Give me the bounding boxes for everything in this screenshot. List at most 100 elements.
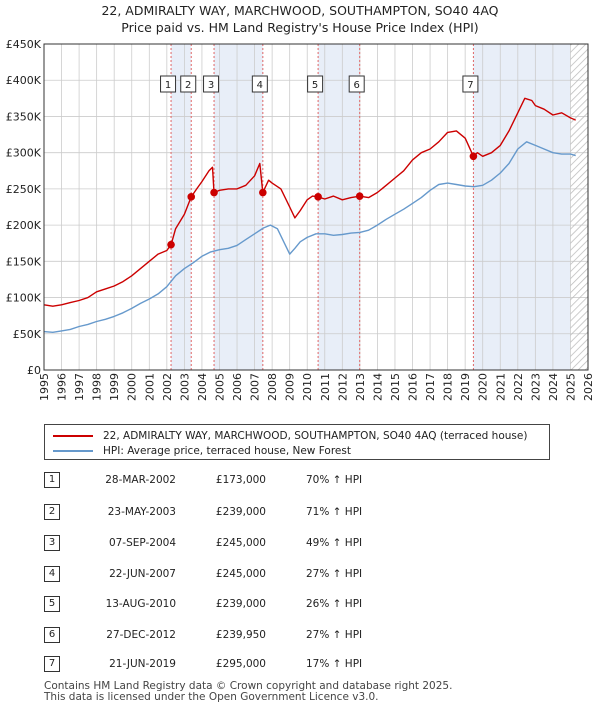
row-hpi: 27% ↑ HPI — [306, 629, 363, 641]
marker-box — [160, 75, 177, 93]
table-row: 1 28-MAR-2002 £173,000 70% ↑ HPI — [44, 472, 550, 490]
x-tick-label: 2008 — [266, 373, 279, 401]
y-tick-label: £50K — [13, 328, 42, 341]
marker-box — [462, 75, 479, 93]
row-number: 2 — [44, 504, 60, 520]
x-tick-label: 2011 — [319, 373, 332, 401]
marker-box — [251, 75, 268, 93]
row-number: 3 — [44, 535, 60, 551]
y-tick-label: £250K — [6, 183, 42, 196]
marker-label: 2 — [185, 80, 191, 91]
x-tick-label: 2002 — [161, 373, 174, 401]
x-tick-label: 2012 — [336, 373, 349, 401]
legend-hpi-swatch — [53, 450, 93, 452]
row-date: 27-DEC-2012 — [106, 629, 176, 641]
transaction-marker: 5 — [307, 75, 324, 93]
table-row: 6 27-DEC-2012 £239,950 27% ↑ HPI — [44, 627, 550, 645]
x-tick-label: 2014 — [371, 373, 384, 401]
marker-label: 4 — [257, 80, 263, 91]
row-price: £239,000 — [215, 506, 266, 518]
transaction-marker: 2 — [180, 75, 197, 93]
y-tick-label: £100K — [6, 292, 42, 305]
legend-item-hpi: HPI: Average price, terraced house, New … — [53, 444, 351, 458]
transaction-point — [210, 188, 218, 197]
table-row: 3 07-SEP-2004 £245,000 49% ↑ HPI — [44, 535, 550, 553]
y-tick-label: £350K — [6, 110, 42, 123]
row-date: 28-MAR-2002 — [105, 474, 176, 486]
transaction-marker: 7 — [462, 75, 479, 93]
shaded-span — [473, 44, 571, 370]
x-tick-label: 2026 — [582, 373, 595, 401]
plot-frame — [43, 43, 589, 371]
x-tick-label: 2015 — [389, 373, 402, 401]
x-tick-label: 2010 — [301, 373, 314, 401]
shaded-span — [318, 44, 360, 370]
row-hpi: 70% ↑ HPI — [306, 474, 363, 486]
row-number: 1 — [44, 472, 60, 488]
row-hpi: 27% ↑ HPI — [306, 568, 363, 580]
shaded-span — [171, 44, 192, 370]
x-tick-label: 2005 — [213, 373, 226, 401]
table-row: 7 21-JUN-2019 £295,000 17% ↑ HPI — [44, 656, 550, 674]
row-price: £295,000 — [215, 658, 266, 670]
x-tick-label: 2004 — [196, 373, 209, 401]
legend-item-price: 22, ADMIRALTY WAY, MARCHWOOD, SOUTHAMPTO… — [53, 429, 527, 443]
row-date: 22-JUN-2007 — [109, 568, 176, 580]
x-tick-label: 2000 — [126, 373, 139, 401]
footer-line-1: Contains HM Land Registry data © Crown c… — [44, 680, 453, 692]
marker-box — [348, 75, 365, 93]
x-tick-label: 1996 — [56, 373, 69, 401]
transaction-marker: 3 — [203, 75, 220, 93]
legend-price-label: 22, ADMIRALTY WAY, MARCHWOOD, SOUTHAMPTO… — [103, 430, 528, 442]
row-date: 07-SEP-2004 — [108, 537, 176, 549]
x-tick-label: 1999 — [108, 373, 121, 401]
row-hpi: 71% ↑ HPI — [306, 506, 363, 518]
y-tick-label: £300K — [6, 147, 42, 160]
title-line-1: 22, ADMIRALTY WAY, MARCHWOOD, SOUTHAMPTO… — [101, 3, 499, 18]
footer: Contains HM Land Registry data © Crown c… — [44, 681, 452, 703]
y-tick-label: £0 — [27, 364, 41, 377]
marker-label: 7 — [467, 80, 473, 91]
x-tick-label: 2020 — [477, 373, 490, 401]
footer-line-2: This data is licensed under the Open Gov… — [44, 691, 379, 703]
transaction-marker: 1 — [160, 75, 177, 93]
y-tick-label: £400K — [6, 74, 42, 87]
row-price: £239,000 — [215, 598, 266, 610]
table-row: 2 23-MAY-2003 £239,000 71% ↑ HPI — [44, 504, 550, 522]
marker-label: 3 — [208, 80, 214, 91]
marker-label: 5 — [312, 80, 318, 91]
row-price: £173,000 — [215, 474, 266, 486]
transaction-point — [187, 193, 196, 201]
forecast-hatch — [570, 44, 588, 370]
x-tick-label: 2025 — [564, 373, 577, 401]
row-date: 23-MAY-2003 — [107, 506, 176, 518]
row-price: £239,950 — [215, 629, 266, 641]
x-tick-label: 2022 — [512, 373, 525, 401]
legend-hpi-label: HPI: Average price, terraced house, New … — [103, 445, 351, 457]
x-tick-label: 2006 — [231, 373, 244, 401]
row-price: £245,000 — [215, 537, 266, 549]
transaction-point — [355, 192, 364, 200]
marker-box — [203, 75, 220, 93]
row-hpi: 26% ↑ HPI — [306, 598, 363, 610]
x-tick-label: 2016 — [407, 373, 420, 401]
marker-label: 6 — [354, 80, 360, 91]
transaction-marker: 4 — [251, 75, 268, 93]
x-tick-label: 2003 — [178, 373, 191, 401]
x-tick-label: 2018 — [442, 373, 455, 401]
row-price: £245,000 — [215, 568, 266, 580]
price-series-line — [43, 97, 576, 307]
x-tick-label: 1995 — [38, 373, 51, 401]
title-line-2: Price paid vs. HM Land Registry's House … — [121, 20, 479, 35]
transaction-marker: 6 — [348, 75, 365, 93]
transaction-point — [469, 152, 478, 161]
transaction-point — [259, 188, 267, 197]
transaction-point — [167, 240, 175, 249]
x-tick-label: 2021 — [494, 373, 507, 401]
marker-label: 1 — [165, 80, 171, 91]
x-tick-label: 2023 — [529, 373, 542, 401]
x-tick-label: 2024 — [547, 373, 560, 401]
row-date: 13-AUG-2010 — [105, 598, 176, 610]
x-tick-label: 2017 — [424, 373, 437, 401]
y-tick-label: £450K — [6, 38, 42, 51]
